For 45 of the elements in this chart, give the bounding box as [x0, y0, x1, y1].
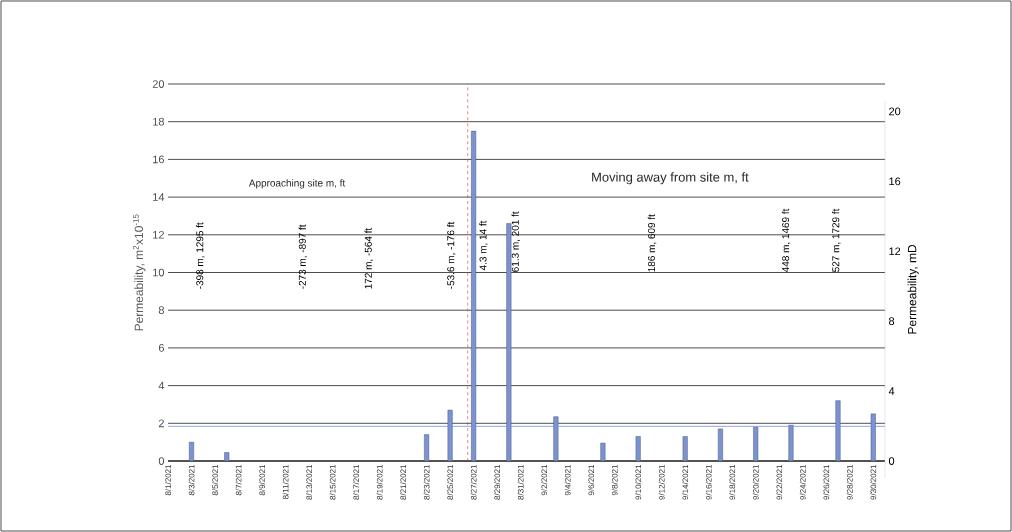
bar — [224, 452, 230, 462]
annotation: 527 m, 1729 ft — [832, 208, 841, 272]
bar — [717, 428, 723, 462]
bar — [424, 434, 430, 462]
y-tick-label: 0 — [158, 457, 165, 465]
y2-tick-label: 8 — [889, 317, 895, 326]
y-tick-label: 2 — [158, 419, 164, 428]
bar — [788, 424, 794, 462]
annotation: 172 m, -564 ft — [364, 227, 374, 289]
bar — [682, 436, 688, 462]
y2-tick-label: 16 — [889, 177, 901, 186]
y-tick-label: 20 — [152, 80, 165, 88]
y2-tick-label: 12 — [889, 247, 901, 256]
y-tick-label: 14 — [153, 193, 165, 201]
y2-tick-label: 0 — [888, 457, 895, 465]
y2-axis-title: Permeability, mD — [907, 244, 919, 334]
bar — [506, 223, 512, 462]
annotation: 186 m, 609 ft — [647, 214, 657, 272]
y-tick-label: 18 — [153, 117, 164, 126]
y-tick-label: 8 — [158, 306, 164, 315]
annotation: 448 m, 1469 ft — [781, 208, 791, 273]
annotation: Moving away from site m, ft — [592, 172, 749, 185]
annotation: -53.6 m, -176 ft — [446, 221, 456, 289]
annotation: 61.3 m, 201 ft — [511, 211, 520, 272]
y-axis-title: Permeability, m$^{2}$x10$^{-15}$ — [133, 214, 146, 331]
y-tick-label: 16 — [153, 155, 164, 164]
y-tick-label: 10 — [153, 268, 165, 277]
y2-tick-label: 4 — [888, 387, 895, 395]
bar — [189, 441, 195, 462]
bar — [835, 400, 841, 462]
y2-tick-label: 20 — [889, 107, 901, 116]
bar — [447, 409, 453, 462]
bar — [753, 426, 759, 462]
y-tick-label: 6 — [158, 344, 164, 352]
y-tick-label: 12 — [153, 230, 164, 239]
bar — [635, 436, 641, 462]
bar — [870, 413, 876, 462]
annotation: Approaching site m, ft — [248, 179, 346, 189]
bar — [471, 130, 477, 462]
annotation: -398 m, 1295 ft — [196, 222, 205, 289]
bar — [600, 442, 606, 462]
annotation: -273 m, -897 ft — [298, 224, 308, 289]
bar — [553, 416, 559, 462]
annotation: 4.3 m, 14 ft — [479, 220, 488, 271]
y-tick-label: 4 — [158, 381, 165, 390]
